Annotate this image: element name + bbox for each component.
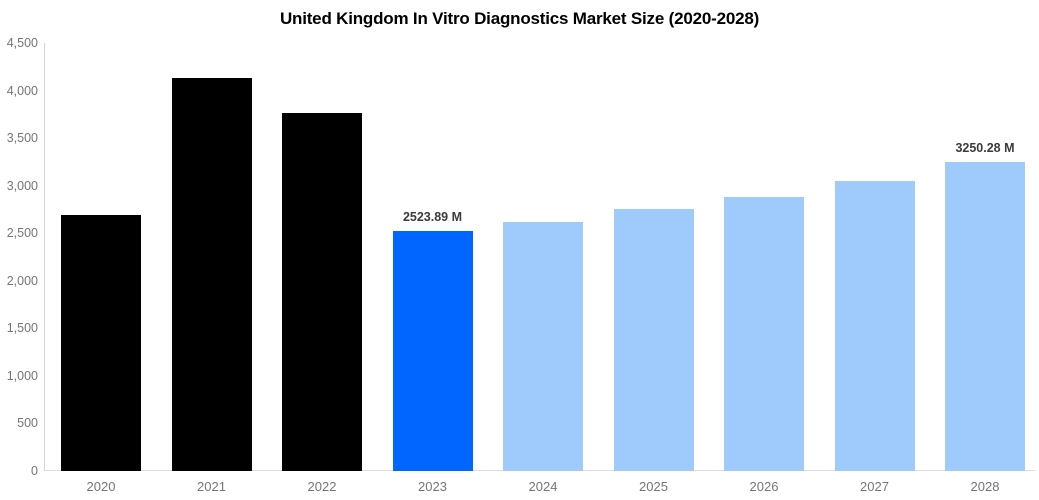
plot-area: 2523.89 M 3250.28 M bbox=[45, 43, 1039, 471]
y-axis-tick-label: 1,000 bbox=[6, 368, 38, 383]
bar-2028[interactable]: 3250.28 M bbox=[945, 141, 1025, 471]
bar-2020[interactable] bbox=[61, 215, 141, 471]
bar-2027[interactable] bbox=[834, 181, 915, 471]
bar-2021[interactable] bbox=[171, 78, 252, 471]
bar-2026[interactable] bbox=[724, 197, 804, 471]
chart-title: United Kingdom In Vitro Diagnostics Mark… bbox=[279, 9, 760, 28]
x-axis-tick-label-2020: 2020 bbox=[86, 479, 116, 494]
bar-2025[interactable] bbox=[613, 208, 694, 471]
y-axis-line bbox=[44, 43, 45, 471]
x-axis-tick-label-2022: 2022 bbox=[307, 479, 337, 494]
bar-value-label-2023: 2523.89 M bbox=[402, 209, 463, 224]
x-axis-tick-label-2027: 2027 bbox=[860, 479, 889, 494]
y-axis-tick-label: 4,000 bbox=[6, 83, 38, 98]
bar-value-label-2028: 3250.28 M bbox=[955, 140, 1015, 155]
y-axis-tick-label: 0 bbox=[31, 464, 38, 478]
y-axis-tick-label: 3,000 bbox=[6, 178, 38, 193]
x-axis-tick-label-2026: 2026 bbox=[749, 479, 779, 494]
y-axis-tick-label: 500 bbox=[17, 416, 38, 431]
y-axis-tick-label: 4,500 bbox=[6, 36, 38, 50]
bar-2022[interactable] bbox=[282, 112, 362, 471]
y-axis-tick-label: 2,000 bbox=[6, 273, 38, 288]
x-axis-tick-label-2024: 2024 bbox=[528, 479, 558, 494]
x-axis-tick-label-2021: 2021 bbox=[197, 479, 226, 494]
x-axis-tick-label-2028: 2028 bbox=[970, 479, 1000, 494]
x-axis-tick-label-2025: 2025 bbox=[639, 479, 668, 494]
x-axis-tick-label-2023: 2023 bbox=[418, 479, 447, 494]
y-axis-tick-label: 1,500 bbox=[6, 321, 38, 336]
y-axis-tick-label: 2,500 bbox=[6, 226, 38, 241]
bar-2024[interactable] bbox=[503, 222, 583, 471]
y-axis-tick-label: 3,500 bbox=[6, 131, 38, 146]
bar-2023[interactable]: 2523.89 M bbox=[392, 210, 473, 471]
